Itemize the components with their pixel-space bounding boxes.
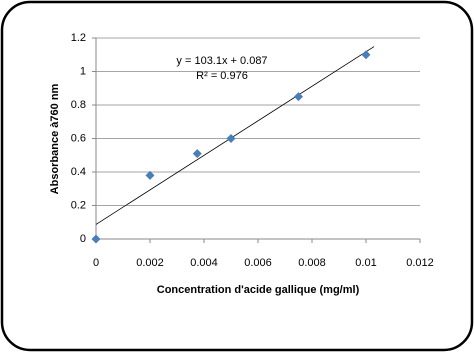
data-point: [192, 149, 202, 159]
x-tick-label: 0: [93, 257, 99, 269]
x-tick-label: 0.008: [298, 257, 326, 269]
x-tick-label: 0.006: [244, 257, 272, 269]
y-tick-label: 0: [80, 233, 86, 245]
trendline: [95, 46, 375, 225]
data-point: [91, 234, 101, 244]
data-point: [145, 170, 155, 180]
x-tick-label: 0.01: [355, 257, 376, 269]
data-point: [226, 134, 236, 143]
x-tick-label: 0.002: [136, 257, 164, 269]
x-axis-title: Concentration d'acide gallique (mg/ml): [157, 284, 360, 296]
data-point: [361, 50, 371, 60]
x-tick-label: 0.004: [190, 257, 218, 269]
y-tick-label: 0.6: [71, 132, 86, 144]
trendline-r-squared: R² = 0.976: [196, 70, 248, 82]
y-tick-label: 1.2: [71, 32, 86, 44]
y-tick-label: 0.4: [71, 166, 86, 178]
trendline-equation: y = 103.1x + 0.087: [176, 55, 267, 67]
y-tick-label: 1: [80, 65, 86, 77]
y-axis-title: Absorbance à760 nm: [49, 83, 61, 194]
y-tick-label: 0.8: [71, 99, 86, 111]
x-tick-label: 0.012: [406, 257, 434, 269]
y-tick-label: 0.2: [71, 199, 86, 211]
data-point: [294, 92, 303, 102]
